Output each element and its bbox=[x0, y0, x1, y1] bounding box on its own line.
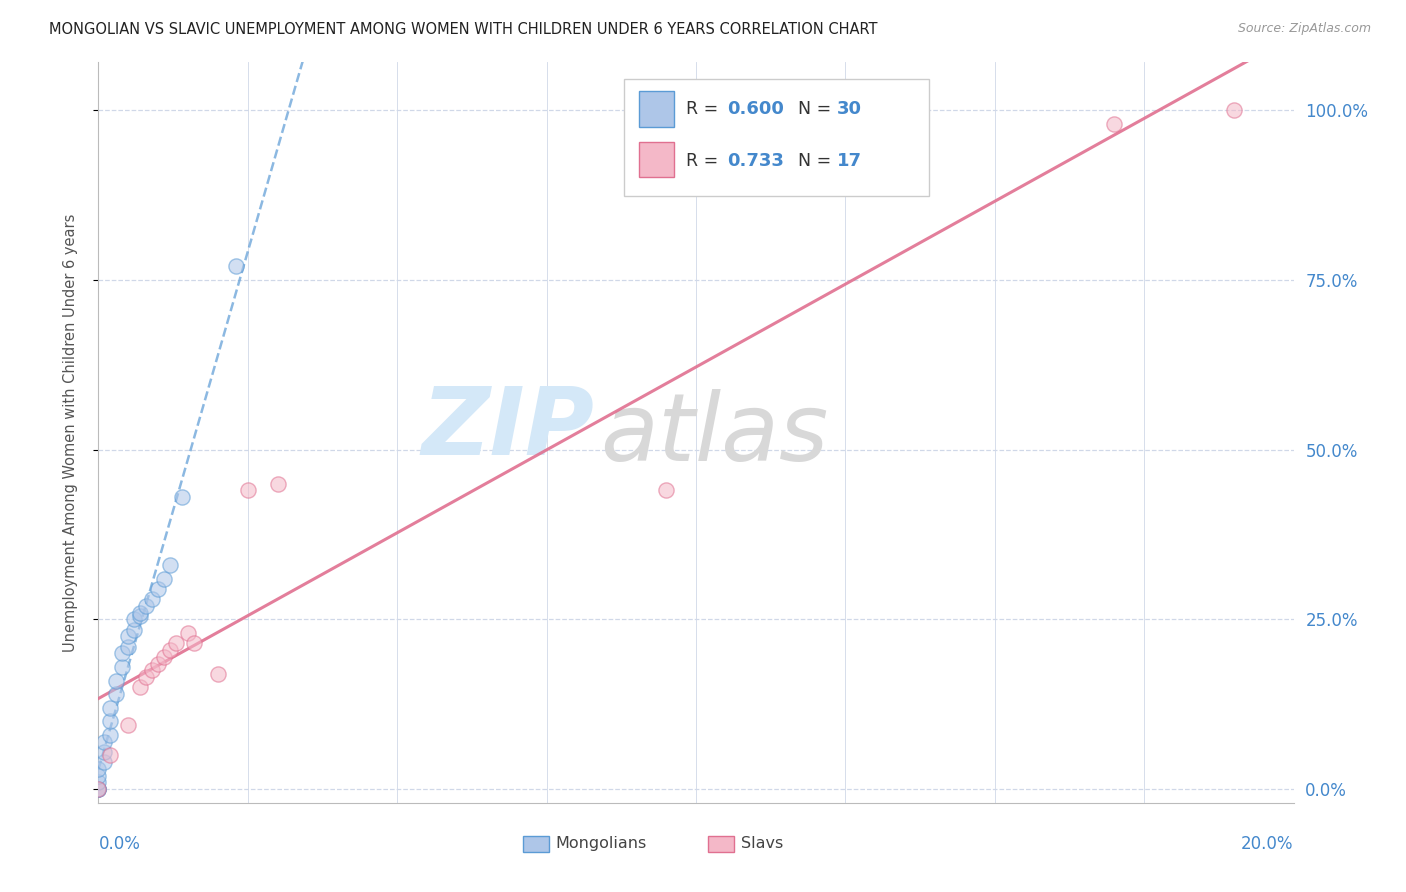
Point bbox=[129, 681, 152, 695]
Point bbox=[105, 687, 128, 701]
Point bbox=[236, 483, 259, 498]
Point bbox=[93, 755, 115, 769]
Text: Source: ZipAtlas.com: Source: ZipAtlas.com bbox=[1237, 22, 1371, 36]
Point bbox=[153, 649, 176, 664]
Point bbox=[124, 612, 146, 626]
Point bbox=[225, 259, 247, 273]
Point bbox=[172, 490, 194, 504]
Point bbox=[135, 670, 157, 684]
Point bbox=[98, 700, 122, 714]
Point bbox=[93, 745, 115, 759]
Text: N =: N = bbox=[797, 100, 837, 118]
Bar bbox=[709, 836, 734, 853]
Text: 30: 30 bbox=[837, 100, 862, 118]
Point bbox=[177, 626, 200, 640]
Point bbox=[87, 762, 110, 776]
Point bbox=[183, 636, 205, 650]
Point bbox=[141, 592, 163, 607]
Text: N =: N = bbox=[797, 152, 837, 169]
FancyBboxPatch shape bbox=[624, 78, 929, 195]
Point bbox=[117, 640, 139, 654]
Point bbox=[141, 664, 163, 678]
Point bbox=[129, 609, 152, 624]
Point bbox=[1104, 117, 1126, 131]
Point bbox=[87, 782, 110, 797]
Point bbox=[87, 775, 110, 789]
Text: 20.0%: 20.0% bbox=[1241, 835, 1294, 853]
Point bbox=[111, 660, 134, 674]
Point bbox=[93, 734, 115, 748]
Text: MONGOLIAN VS SLAVIC UNEMPLOYMENT AMONG WOMEN WITH CHILDREN UNDER 6 YEARS CORRELA: MONGOLIAN VS SLAVIC UNEMPLOYMENT AMONG W… bbox=[49, 22, 877, 37]
Point bbox=[135, 599, 157, 613]
Bar bbox=[638, 91, 675, 127]
Point bbox=[148, 582, 170, 596]
Point bbox=[87, 782, 110, 797]
Text: R =: R = bbox=[686, 152, 724, 169]
Point bbox=[98, 748, 122, 763]
Point bbox=[117, 629, 139, 643]
Point bbox=[87, 782, 110, 797]
Text: 0.733: 0.733 bbox=[727, 152, 785, 169]
Point bbox=[159, 558, 181, 572]
Point bbox=[124, 623, 146, 637]
Text: Slavs: Slavs bbox=[741, 836, 783, 851]
Point bbox=[207, 666, 229, 681]
Point bbox=[1223, 103, 1246, 117]
Text: atlas: atlas bbox=[600, 389, 828, 480]
Text: 0.600: 0.600 bbox=[727, 100, 785, 118]
Bar bbox=[638, 142, 675, 178]
Bar bbox=[523, 836, 548, 853]
Point bbox=[159, 643, 181, 657]
Point bbox=[87, 769, 110, 783]
Point bbox=[655, 483, 678, 498]
Text: Mongolians: Mongolians bbox=[555, 836, 647, 851]
Point bbox=[87, 782, 110, 797]
Point bbox=[165, 636, 187, 650]
Point bbox=[129, 606, 152, 620]
Text: ZIP: ZIP bbox=[422, 383, 595, 475]
Point bbox=[98, 714, 122, 729]
Point bbox=[111, 646, 134, 660]
Text: 0.0%: 0.0% bbox=[98, 835, 141, 853]
Point bbox=[117, 717, 139, 731]
Point bbox=[105, 673, 128, 688]
Point bbox=[87, 782, 110, 797]
Point bbox=[267, 476, 290, 491]
Point bbox=[153, 572, 176, 586]
Point bbox=[148, 657, 170, 671]
Text: 17: 17 bbox=[837, 152, 862, 169]
Point bbox=[98, 728, 122, 742]
Text: R =: R = bbox=[686, 100, 724, 118]
Y-axis label: Unemployment Among Women with Children Under 6 years: Unemployment Among Women with Children U… bbox=[63, 213, 77, 652]
